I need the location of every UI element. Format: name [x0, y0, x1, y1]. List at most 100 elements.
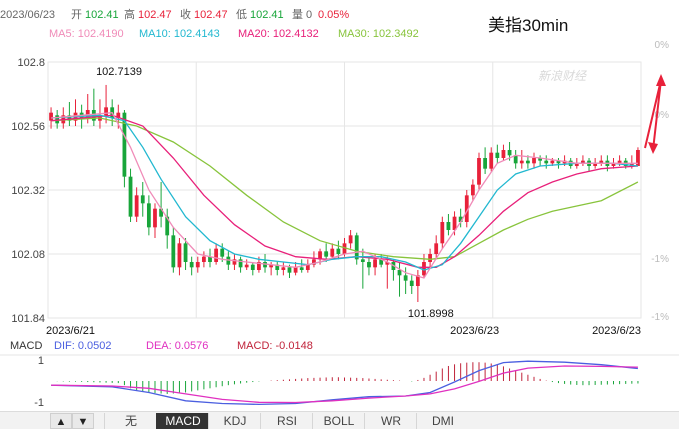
candle-body	[617, 160, 622, 164]
ma30-line	[51, 117, 639, 260]
header-low-value: 102.41	[250, 9, 284, 21]
candle-body	[574, 163, 579, 166]
candle-body	[140, 195, 145, 204]
candle-body	[470, 184, 475, 196]
candle-body	[226, 256, 231, 265]
header-change-pct: 0.05%	[318, 9, 349, 21]
ma30-legend: MA30: 102.3492	[338, 28, 419, 40]
candle-body	[134, 195, 139, 217]
price-chart: 102.8 102.56 102.32 102.08 101.84 0% 0% -1% -1% 2…	[0, 7, 679, 409]
tab-macd[interactable]: MACD	[156, 413, 209, 429]
scroll-up-button[interactable]: ▲	[50, 413, 72, 429]
candle-body	[49, 112, 53, 121]
candle-body	[593, 163, 598, 166]
macd-name: MACD	[10, 340, 42, 352]
y-tick-label: 101.84	[11, 313, 45, 325]
tab-无[interactable]: 无	[104, 413, 157, 429]
candle-body	[446, 222, 451, 230]
candle-body	[189, 262, 194, 268]
candle-body	[104, 107, 108, 116]
candle-body	[519, 160, 524, 164]
header-line: 2023/06/23 开 102.41 高 102.47 收 102.47 低 …	[0, 7, 349, 21]
candle-body	[440, 222, 445, 244]
macd-y-tick-label: 1	[38, 355, 44, 367]
header-close-label: 收	[180, 7, 191, 21]
candle-body	[165, 216, 170, 236]
candle-body	[629, 163, 634, 166]
y-tick-label: 102.32	[11, 185, 45, 197]
y-tick-label: 102.8	[17, 57, 45, 69]
candle-body	[360, 259, 365, 262]
candle-body	[544, 160, 549, 164]
candle-body	[636, 150, 640, 166]
candle-body	[452, 216, 457, 230]
tab-boll[interactable]: BOLL	[312, 413, 365, 429]
candle-body	[305, 264, 310, 270]
tab-wr[interactable]: WR	[364, 413, 417, 429]
indicator-tab-bar: ▲ ▼ 无 MACD KDJ RSI BOLL WR DMI	[0, 411, 679, 429]
candle-body	[122, 112, 127, 177]
candle-body	[183, 243, 188, 262]
candle-body	[556, 160, 561, 164]
pct-tick-label: -1%	[651, 254, 669, 265]
arrow-tail	[648, 142, 658, 154]
candle-body	[244, 264, 249, 268]
candle-body	[195, 262, 200, 268]
ma-legend: MA5: 102.4190 MA10: 102.4143 MA20: 102.4…	[49, 28, 419, 40]
candle-body	[495, 152, 500, 158]
candle-body	[354, 235, 359, 260]
candle-body	[201, 256, 206, 262]
candle-body	[403, 275, 408, 281]
candle-body	[532, 158, 536, 164]
x-tick-label: 2023/6/23	[450, 325, 499, 337]
candle-body	[348, 235, 353, 244]
macd-dea: DEA: 0.0576	[146, 340, 208, 352]
candle-body	[330, 248, 335, 257]
ma10-legend: MA10: 102.4143	[139, 28, 220, 40]
candle-body	[422, 262, 426, 276]
candle-body	[269, 264, 274, 268]
candle-body	[281, 267, 286, 270]
pct-tick-label: 0%	[655, 40, 670, 51]
header-open-value: 102.41	[85, 9, 119, 21]
tab-kdj[interactable]: KDJ	[208, 413, 261, 429]
latest-price-arrow	[644, 74, 666, 154]
candle-body	[458, 216, 463, 222]
tab-rsi[interactable]: RSI	[260, 413, 313, 429]
candle-body	[526, 160, 530, 164]
candle-body	[214, 248, 219, 262]
candle-body	[489, 152, 494, 169]
x-tick-label: 2023/6/21	[46, 325, 95, 337]
header-high-label: 高	[124, 7, 135, 21]
header-open-label: 开	[71, 9, 82, 21]
macd-panel: 1 -1	[0, 354, 679, 409]
candle-body	[385, 262, 390, 265]
candle-body	[293, 267, 298, 273]
y-tick-label: 102.08	[11, 249, 45, 261]
y-tick-label: 102.56	[11, 121, 45, 133]
candle-body	[336, 248, 341, 254]
candle-body	[55, 115, 60, 124]
macd-dif: DIF: 0.0502	[54, 340, 111, 352]
candle-body	[434, 243, 439, 254]
candle-body	[287, 267, 292, 273]
header-date: 2023/06/23	[0, 9, 55, 21]
candle-body	[342, 243, 347, 254]
candle-body	[550, 160, 555, 164]
low-price-label: 101.8998	[408, 308, 454, 320]
scroll-down-button[interactable]: ▼	[72, 413, 94, 429]
tab-dmi[interactable]: DMI	[416, 413, 469, 429]
macd-y-tick-label: -1	[34, 397, 44, 409]
candle-body	[464, 195, 469, 222]
candle-body	[599, 160, 604, 164]
candle-body	[415, 275, 420, 286]
candle-body	[238, 259, 243, 268]
candle-body	[318, 251, 322, 260]
macd-legend: MACD DIF: 0.0502 DEA: 0.0576 MACD: -0.01…	[10, 340, 313, 352]
candle-body	[483, 158, 488, 169]
candle-body	[379, 259, 384, 265]
high-price-label: 102.7139	[96, 66, 142, 78]
ma20-legend: MA20: 102.4132	[238, 28, 319, 40]
candle-body	[208, 256, 212, 262]
candle-body	[250, 264, 255, 270]
